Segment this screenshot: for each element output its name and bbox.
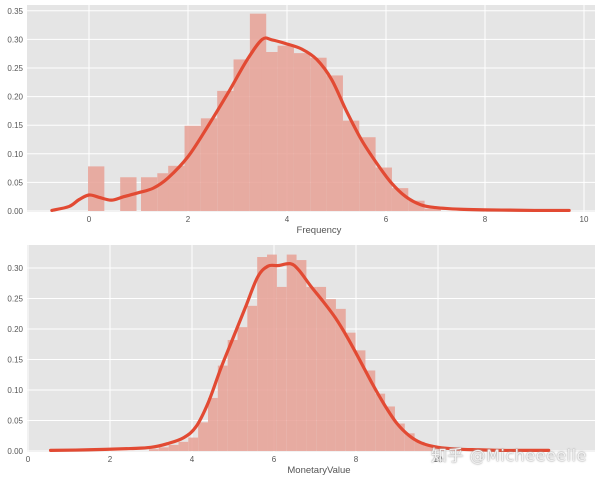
histogram-bar bbox=[404, 433, 415, 451]
histogram-bar bbox=[316, 286, 327, 451]
histogram-bar bbox=[276, 286, 287, 451]
histogram-bar bbox=[198, 422, 208, 451]
y-tick-label: 0.35 bbox=[7, 7, 23, 16]
y-tick-label: 0.25 bbox=[7, 295, 23, 304]
histogram-bar bbox=[267, 254, 277, 451]
histogram-bar bbox=[168, 165, 185, 211]
x-tick-label: 4 bbox=[190, 455, 195, 464]
histogram-bars bbox=[88, 13, 441, 212]
kde-curve bbox=[48, 261, 551, 453]
histogram-bar bbox=[188, 437, 199, 451]
histogram-bar bbox=[326, 299, 336, 451]
x-tick-label: 2 bbox=[108, 455, 113, 464]
histogram-bar bbox=[237, 327, 248, 451]
histogram-bar bbox=[424, 446, 435, 451]
histogram-bar bbox=[227, 339, 238, 451]
y-tick-label: 0.05 bbox=[7, 417, 23, 426]
histogram-bar bbox=[434, 448, 445, 451]
histogram-bar bbox=[293, 53, 311, 212]
y-tick-label: 0.30 bbox=[7, 264, 23, 273]
histogram-bar bbox=[217, 365, 228, 451]
histogram-bar bbox=[140, 177, 158, 211]
histogram-bar bbox=[158, 447, 169, 451]
y-tick-label: 0.10 bbox=[7, 150, 23, 159]
kde-curve bbox=[50, 36, 571, 213]
x-tick-label: 2 bbox=[186, 215, 191, 224]
histogram-bar bbox=[375, 393, 386, 451]
y-tick-label: 0.20 bbox=[7, 325, 23, 334]
y-tick-label: 0.15 bbox=[7, 356, 23, 365]
y-tick-label: 0.05 bbox=[7, 178, 23, 187]
y-tick-label: 0.00 bbox=[7, 447, 23, 456]
y-tick-label: 0.30 bbox=[7, 35, 23, 44]
histogram-bar bbox=[365, 370, 376, 451]
histogram-bar bbox=[310, 57, 327, 212]
histogram-bar bbox=[247, 305, 258, 451]
x-tick-label: 10 bbox=[434, 455, 443, 464]
histogram-bar bbox=[233, 59, 250, 211]
histogram-bar bbox=[217, 90, 234, 211]
x-tick-label: 10 bbox=[580, 215, 589, 224]
histogram-bar bbox=[148, 449, 159, 451]
histogram-bar bbox=[207, 397, 218, 451]
histogram-bar bbox=[342, 120, 360, 211]
y-tick-label: 0.00 bbox=[7, 207, 23, 216]
monetary-value-distribution-chart: 0.00 0.05 0.10 0.15 0.20 0.25 0.30 0 2 4 6 8 10 Monet… bbox=[7, 245, 595, 476]
histogram-bar bbox=[277, 45, 294, 211]
histogram-bar bbox=[88, 166, 105, 211]
x-axis-label: MonetaryValue bbox=[287, 465, 350, 476]
x-tick-label: 6 bbox=[384, 215, 389, 224]
histogram-bar bbox=[184, 125, 201, 211]
histogram-bar bbox=[326, 75, 343, 211]
histogram-bar bbox=[345, 332, 356, 451]
histogram-bar bbox=[200, 118, 218, 211]
x-tick-label: 0 bbox=[26, 455, 31, 464]
histogram-bar bbox=[355, 350, 366, 451]
histogram-bar bbox=[296, 260, 307, 451]
histogram-bar bbox=[385, 406, 395, 451]
histogram-bar bbox=[424, 208, 441, 211]
histogram-bar bbox=[261, 51, 278, 211]
x-axis-label: Frequency bbox=[297, 225, 342, 236]
x-tick-label: 8 bbox=[483, 215, 488, 224]
y-tick-label: 0.20 bbox=[7, 93, 23, 102]
histogram-bar bbox=[414, 441, 425, 451]
histogram-bar bbox=[408, 200, 425, 211]
histogram-bar bbox=[335, 308, 346, 451]
y-tick-label: 0.15 bbox=[7, 121, 23, 130]
x-tick-label: 4 bbox=[285, 215, 290, 224]
histogram-bar bbox=[286, 254, 297, 451]
histogram-bars bbox=[148, 254, 445, 451]
histogram-bar bbox=[168, 444, 179, 451]
frequency-distribution-chart: 0.00 0.05 0.10 0.15 0.20 0.25 0.30 0.35 0 2 4 6 8 10 F… bbox=[7, 5, 595, 236]
histogram-bar bbox=[257, 257, 268, 451]
y-tick-label: 0.10 bbox=[7, 386, 23, 395]
histogram-bar bbox=[394, 423, 405, 451]
histogram-bar bbox=[306, 286, 317, 451]
x-tick-label: 0 bbox=[87, 215, 92, 224]
histogram-bar bbox=[178, 441, 189, 451]
y-tick-label: 0.25 bbox=[7, 64, 23, 73]
x-tick-label: 6 bbox=[272, 455, 277, 464]
x-tick-label: 8 bbox=[354, 455, 359, 464]
watermark: 知乎 @Micheeeelle bbox=[431, 446, 587, 465]
